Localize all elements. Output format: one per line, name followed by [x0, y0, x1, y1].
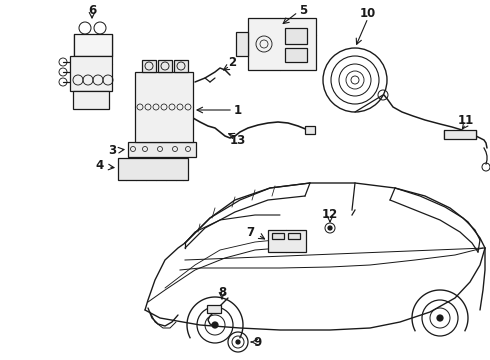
Text: 3: 3: [108, 144, 116, 157]
Circle shape: [236, 340, 240, 344]
Text: 7: 7: [246, 225, 254, 239]
Text: 11: 11: [458, 113, 474, 126]
Text: 6: 6: [88, 4, 96, 17]
Text: 2: 2: [228, 55, 236, 68]
Circle shape: [212, 322, 218, 328]
Bar: [272, 233, 284, 239]
Bar: [248, 18, 316, 70]
Bar: [74, 34, 112, 56]
Text: 12: 12: [322, 207, 338, 220]
Text: 1: 1: [234, 104, 242, 117]
Bar: [142, 60, 156, 72]
Text: 4: 4: [96, 158, 104, 171]
Bar: [128, 142, 196, 157]
Text: 10: 10: [360, 6, 376, 19]
Bar: [285, 28, 307, 44]
Bar: [288, 233, 300, 239]
Circle shape: [328, 226, 332, 230]
Bar: [207, 305, 221, 313]
Text: 9: 9: [254, 336, 262, 348]
Bar: [444, 130, 476, 139]
Bar: [305, 126, 315, 134]
Bar: [70, 56, 112, 91]
Bar: [73, 91, 109, 109]
Bar: [236, 32, 248, 56]
Bar: [268, 230, 306, 252]
Bar: [118, 158, 188, 180]
Text: 8: 8: [218, 285, 226, 298]
Bar: [158, 60, 172, 72]
Bar: [135, 72, 193, 142]
Text: 13: 13: [230, 134, 246, 147]
Circle shape: [437, 315, 443, 321]
Bar: [174, 60, 188, 72]
Text: 5: 5: [299, 4, 307, 17]
Bar: [285, 48, 307, 62]
